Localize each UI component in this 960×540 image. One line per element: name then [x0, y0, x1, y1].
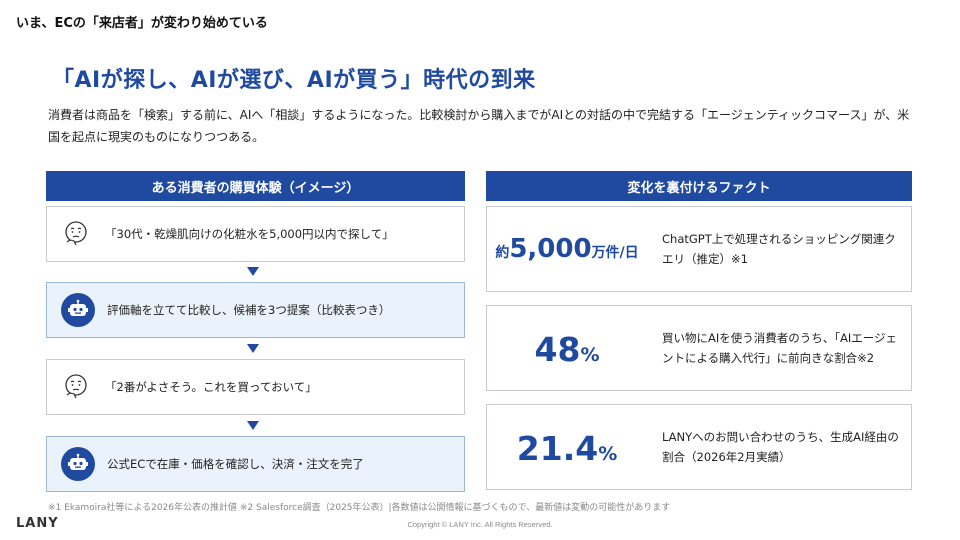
flow-step-ai-checkout: 公式ECで在庫・価格を確認し、決済・注文を完了 — [46, 436, 465, 492]
down-arrow-icon — [247, 267, 259, 276]
thinking-person-icon — [65, 221, 87, 246]
flow-step-user-request: 「30代・乾燥肌向けの化粧水を5,000円以内で探して」 — [46, 206, 465, 262]
facts-header: 変化を裏付けるファクト — [486, 171, 912, 201]
thinking-person-icon — [65, 374, 87, 399]
copyright-notice: Copyright © LANY Inc. All Rights Reserve… — [407, 520, 553, 529]
fact-metric: 21.4 % — [487, 405, 647, 489]
fact-number: 5,000 — [509, 234, 592, 264]
section-label: いま、ECの「来店者」が変わり始めている — [16, 16, 268, 31]
fact-description: LANYへのお問い合わせのうち、生成AI経由の割合（2026年2月実績） — [662, 430, 899, 464]
fact-metric: 48 % — [487, 306, 647, 390]
fact-number: 21.4 — [516, 429, 599, 468]
fact-number: 48 — [534, 330, 581, 369]
flow-step-text: 公式ECで在庫・価格を確認し、決済・注文を完了 — [107, 457, 364, 471]
fact-description: ChatGPT上で処理されるショッピング関連クエリ（推定）※1 — [662, 232, 896, 266]
fact-unit: % — [580, 344, 600, 366]
robot-icon — [61, 447, 95, 481]
fact-card-genai-share: 21.4 % LANYへのお問い合わせのうち、生成AI経由の割合（2026年2月… — [486, 404, 912, 490]
down-arrow-icon — [247, 344, 259, 353]
fact-description: 買い物にAIを使う消費者のうち、「AIエージェントによる購入代行」に前向きな割合… — [662, 331, 898, 365]
fact-unit: % — [598, 443, 618, 465]
fact-metric: 約 5,000 万件/日 — [487, 207, 647, 291]
lead-paragraph: 消費者は商品を「検索」する前に、AIへ「相談」するようになった。比較検討から購入… — [48, 108, 910, 144]
flow-step-ai-proposal: 評価軸を立てて比較し、候補を3つ提案（比較表つき） — [46, 282, 465, 338]
fact-unit: 万件/日 — [591, 245, 639, 261]
down-arrow-icon — [247, 421, 259, 430]
purchase-experience-header: ある消費者の購買体験（イメージ） — [46, 171, 465, 201]
flow-step-text: 「30代・乾燥肌向けの化粧水を5,000円以内で探して」 — [105, 227, 394, 241]
fact-prefix: 約 — [495, 245, 510, 261]
fact-card-agent-purchase: 48 % 買い物にAIを使う消費者のうち、「AIエージェントによる購入代行」に前… — [486, 305, 912, 391]
footnote: ※1 Ekamoira社等による2026年公表の推計値 ※2 Salesforc… — [48, 503, 671, 513]
flow-step-text: 評価軸を立てて比較し、候補を3つ提案（比較表つき） — [107, 303, 391, 317]
page-title: 「AIが探し、AIが選び、AIが買う」時代の到来 — [52, 68, 536, 93]
robot-icon — [61, 293, 95, 327]
flow-step-user-decision: 「2番がよさそう。これを買っておいて」 — [46, 359, 465, 415]
company-logo: LANY — [16, 516, 59, 531]
fact-card-query-volume: 約 5,000 万件/日 ChatGPT上で処理されるショッピング関連クエリ（推… — [486, 206, 912, 292]
flow-step-text: 「2番がよさそう。これを買っておいて」 — [105, 380, 317, 394]
